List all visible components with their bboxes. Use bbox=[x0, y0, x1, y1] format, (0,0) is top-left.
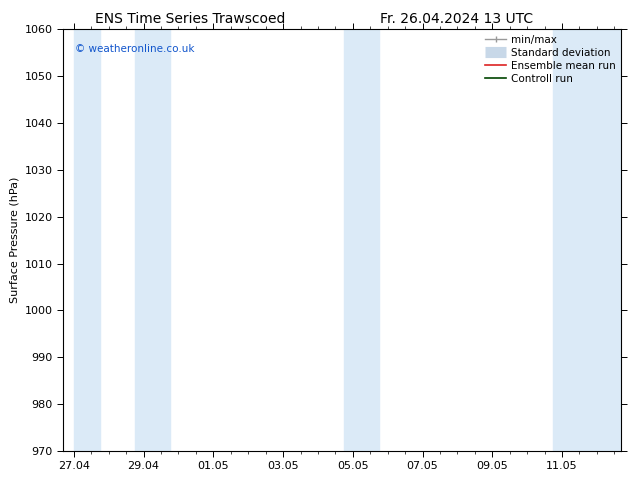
Bar bbox=[135, 29, 170, 451]
Bar bbox=[344, 29, 379, 451]
Text: Fr. 26.04.2024 13 UTC: Fr. 26.04.2024 13 UTC bbox=[380, 12, 533, 26]
Bar bbox=[74, 29, 100, 451]
Bar bbox=[553, 29, 621, 451]
Y-axis label: Surface Pressure (hPa): Surface Pressure (hPa) bbox=[10, 177, 19, 303]
Legend: min/max, Standard deviation, Ensemble mean run, Controll run: min/max, Standard deviation, Ensemble me… bbox=[485, 35, 616, 84]
Text: ENS Time Series Trawscoed: ENS Time Series Trawscoed bbox=[95, 12, 285, 26]
Text: © weatheronline.co.uk: © weatheronline.co.uk bbox=[75, 44, 194, 54]
